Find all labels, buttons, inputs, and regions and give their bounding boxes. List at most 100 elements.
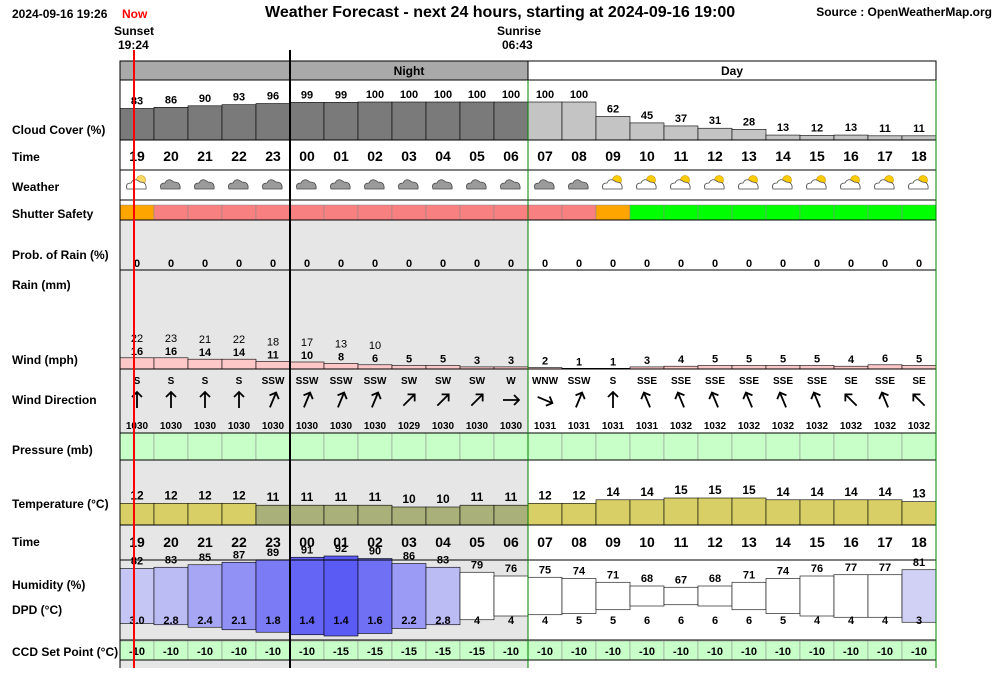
time-cell-bottom: 22 [231, 534, 247, 550]
temperature-bar [867, 499, 903, 526]
pressure-value: 1030 [262, 421, 285, 432]
wind-direction-arrow [402, 393, 416, 407]
pressure-cell [493, 432, 529, 461]
wind-direction-value: SSE [875, 376, 895, 387]
dpd-value: 4 [542, 615, 549, 627]
pressure-value: 1031 [568, 421, 591, 432]
pressure-value: 1030 [228, 421, 251, 432]
cloud-cover-value: 99 [335, 89, 347, 101]
humidity-label: Humidity (%) [12, 578, 86, 592]
temperature-bar [595, 499, 631, 526]
wind-speed-value: 6 [372, 353, 378, 365]
wind-direction-arrow [199, 390, 211, 408]
temperature-bar [323, 504, 359, 526]
rain-probability-value: 0 [746, 258, 752, 270]
temperature-value: 11 [369, 490, 382, 504]
shutter-safety-cell [323, 204, 359, 221]
humidity-value: 85 [199, 552, 211, 564]
temperature-value: 13 [912, 487, 926, 501]
humidity-bar [799, 575, 835, 617]
humidity-value: 67 [675, 574, 687, 586]
temperature-bar [357, 504, 393, 526]
dpd-value: 1.4 [333, 615, 349, 627]
wind-direction-value: S [610, 376, 617, 387]
humidity-bar [833, 574, 869, 618]
wind-speed-bar [289, 361, 325, 370]
wind-direction-arrow [844, 393, 858, 407]
shutter-safety-cell [799, 204, 835, 221]
partly-cloudy-day-icon [769, 174, 797, 194]
pressure-cell [561, 432, 597, 461]
ccd-set-point-value: -10 [163, 646, 179, 658]
wind-direction-value: SSE [705, 376, 725, 387]
time-cell-bottom: 11 [674, 534, 689, 550]
wind-gust-value: 22 [131, 333, 143, 345]
shutter-safety-cell [119, 204, 155, 221]
temperature-value: 15 [674, 483, 688, 497]
shutter-safety-cell [357, 204, 393, 221]
wind-speed-value: 5 [916, 354, 922, 366]
wind-gust-value: 18 [267, 336, 279, 348]
time-cell-bottom: 03 [401, 534, 417, 550]
wind-speed-value: 1 [576, 356, 582, 368]
wind-speed-bar [119, 357, 155, 370]
time-cell-bottom: 01 [333, 534, 349, 550]
pressure-value: 1032 [738, 421, 761, 432]
cloud-cover-bar [765, 134, 801, 141]
cloud-icon [497, 174, 525, 194]
cloud-cover-value: 99 [301, 89, 313, 101]
wind-speed-value: 11 [267, 349, 279, 361]
cloud-cover-bar [119, 108, 155, 141]
cloud-cover-bar [187, 105, 223, 141]
pressure-cell [663, 432, 699, 461]
temperature-value: 14 [606, 485, 620, 499]
time-cell: 16 [843, 148, 859, 164]
pressure-cell [289, 432, 325, 461]
time-cell-bottom: 05 [469, 534, 485, 550]
cloud-cover-bar [527, 101, 563, 141]
wind-speed-bar [153, 357, 189, 370]
cloud-cover-bar [731, 129, 767, 141]
temperature-value: 12 [572, 488, 586, 502]
wind-direction-value: SE [912, 376, 926, 387]
shutter-safety-cell [391, 204, 427, 221]
cloud-cover-bar [153, 107, 189, 141]
wind-direction-value: SE [844, 376, 858, 387]
cloud-cover-value: 100 [502, 89, 520, 101]
dpd-value: 2.8 [163, 615, 178, 627]
wind-speed-value: 4 [678, 354, 685, 366]
dpd-value: 2.4 [197, 615, 213, 627]
wind-direction-value: SW [401, 376, 418, 387]
time-cell-bottom: 07 [537, 534, 553, 550]
wind-gust-value: 13 [335, 338, 347, 350]
dpd-value: 6 [678, 615, 684, 627]
sunrise-time: 06:43 [502, 38, 533, 52]
cloud-cover-bar [425, 101, 461, 141]
shutter-safety-cell [731, 204, 767, 221]
dpd-value: 4 [882, 615, 889, 627]
cloud-cover-value: 28 [743, 116, 755, 128]
wind-direction-value: S [236, 376, 243, 387]
wind-gust-value: 10 [369, 340, 381, 352]
temperature-value: 14 [776, 485, 790, 499]
humidity-value: 91 [301, 544, 313, 556]
cloud-cover-value: 90 [199, 93, 211, 105]
wind-direction-value: SW [435, 376, 452, 387]
pressure-value: 1030 [126, 421, 149, 432]
cloud-cover-value: 62 [607, 103, 619, 115]
wind-direction-arrow [233, 390, 245, 408]
dpd-value: 6 [712, 615, 718, 627]
weather-label: Weather [12, 180, 60, 194]
temperature-value: 15 [708, 483, 722, 497]
wind-gust-value: 17 [301, 337, 313, 349]
time-cell: 06 [503, 148, 519, 164]
cloud-cover-value: 100 [536, 89, 554, 101]
wind-speed-value: 6 [882, 353, 888, 365]
cloud-cover-value: 37 [675, 113, 687, 125]
wind-gust-value: 23 [165, 333, 177, 345]
cloud-icon [565, 174, 593, 194]
wind-speed-bar [731, 365, 767, 370]
cloud-cover-bar [391, 101, 427, 141]
rain-probability-value: 0 [712, 258, 718, 270]
